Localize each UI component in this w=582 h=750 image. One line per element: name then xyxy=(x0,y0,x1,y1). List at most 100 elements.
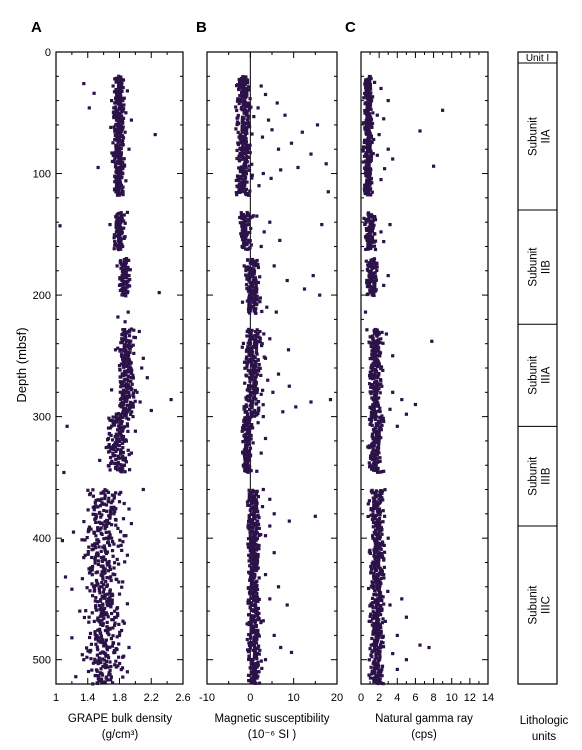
data-point xyxy=(252,293,256,297)
data-point xyxy=(119,456,123,460)
data-point xyxy=(249,410,253,415)
data-point xyxy=(250,587,255,591)
data-point xyxy=(386,589,390,593)
data-point xyxy=(374,465,378,469)
data-point xyxy=(371,357,375,361)
data-point xyxy=(234,178,238,182)
data-point xyxy=(326,190,330,194)
data-point xyxy=(371,514,375,518)
data-point xyxy=(121,125,125,129)
data-point xyxy=(248,151,252,155)
data-point xyxy=(372,574,376,578)
data-point xyxy=(246,673,251,677)
data-point xyxy=(255,214,259,218)
data-point xyxy=(364,220,368,224)
data-point xyxy=(372,257,377,261)
data-point xyxy=(107,559,111,564)
data-point xyxy=(364,85,368,90)
data-point xyxy=(245,160,249,164)
data-point xyxy=(246,412,250,416)
data-point xyxy=(251,543,255,548)
data-point xyxy=(119,151,123,155)
data-point xyxy=(255,584,259,588)
data-point xyxy=(252,281,256,285)
data-point xyxy=(260,309,264,314)
data-point xyxy=(87,567,91,571)
data-point xyxy=(239,211,243,215)
data-point xyxy=(283,113,287,117)
data-point xyxy=(124,372,128,376)
data-point xyxy=(257,681,262,685)
data-point xyxy=(365,142,369,146)
data-point xyxy=(251,386,255,390)
data-point xyxy=(255,593,259,597)
data-point xyxy=(111,438,115,442)
data-point xyxy=(373,417,377,421)
data-point xyxy=(255,567,259,571)
data-point xyxy=(269,176,273,180)
data-point xyxy=(254,599,258,603)
data-point xyxy=(129,388,133,392)
data-point xyxy=(119,543,123,547)
data-point xyxy=(129,368,133,372)
data-point xyxy=(93,500,97,504)
data-point xyxy=(243,141,247,145)
data-point xyxy=(375,593,379,597)
data-point xyxy=(101,638,105,642)
data-point xyxy=(249,105,253,109)
data-point xyxy=(121,441,125,445)
data-point xyxy=(126,384,131,388)
data-point xyxy=(368,188,372,192)
data-point xyxy=(374,655,378,659)
data-point xyxy=(153,133,157,137)
data-point xyxy=(106,445,110,449)
data-point xyxy=(377,587,381,591)
data-point xyxy=(92,619,96,623)
data-point xyxy=(309,400,313,404)
data-point xyxy=(247,346,251,350)
data-point xyxy=(257,409,261,413)
panel-c-x-title: Natural gamma ray xyxy=(375,713,473,725)
data-point xyxy=(375,648,379,652)
data-point xyxy=(119,405,123,409)
data-point xyxy=(430,339,434,343)
data-point xyxy=(265,305,269,309)
data-point xyxy=(102,502,106,506)
data-point xyxy=(373,264,378,268)
data-point xyxy=(93,517,97,521)
data-point xyxy=(257,406,261,410)
data-point xyxy=(378,494,382,498)
data-point xyxy=(386,274,390,278)
data-point xyxy=(120,97,124,101)
data-point xyxy=(383,514,387,518)
data-point xyxy=(109,602,113,606)
data-point xyxy=(94,513,98,517)
data-point xyxy=(241,157,245,161)
data-point xyxy=(257,634,261,638)
data-point xyxy=(249,631,253,635)
data-point xyxy=(121,262,125,266)
data-point xyxy=(250,518,254,522)
data-point xyxy=(380,621,384,625)
data-point xyxy=(250,423,254,427)
data-point xyxy=(251,648,255,652)
data-point xyxy=(377,558,381,562)
data-point xyxy=(263,573,268,577)
data-point xyxy=(236,97,240,101)
data-point xyxy=(94,578,99,583)
data-point xyxy=(106,604,110,608)
data-point xyxy=(71,530,76,534)
data-point xyxy=(375,634,379,638)
data-point xyxy=(247,432,251,436)
data-point xyxy=(370,655,374,659)
data-point xyxy=(370,190,374,194)
data-point xyxy=(372,331,377,335)
data-point xyxy=(362,154,367,158)
data-point xyxy=(108,576,112,580)
data-point xyxy=(248,606,252,610)
data-point xyxy=(111,540,115,544)
data-point xyxy=(382,117,386,121)
data-point xyxy=(131,376,135,380)
data-point xyxy=(236,185,240,189)
data-point xyxy=(367,175,371,179)
